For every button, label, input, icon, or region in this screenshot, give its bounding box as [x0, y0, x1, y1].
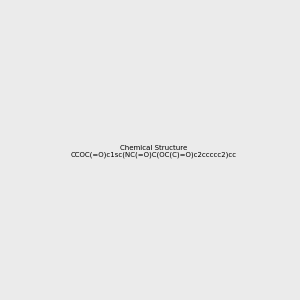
Text: Chemical Structure
CCOC(=O)c1sc(NC(=O)C(OC(C)=O)c2ccccc2)cc: Chemical Structure CCOC(=O)c1sc(NC(=O)C(… — [71, 145, 237, 158]
